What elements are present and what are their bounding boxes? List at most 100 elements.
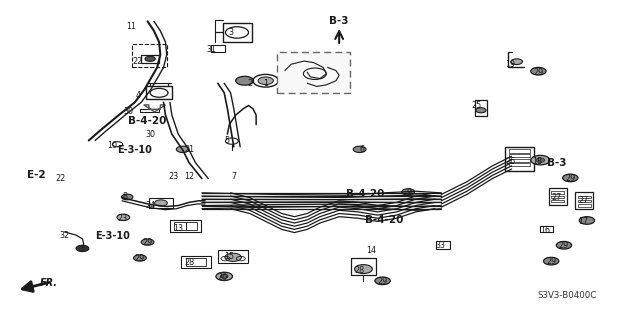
FancyBboxPatch shape (276, 51, 350, 93)
Text: 9: 9 (407, 188, 412, 197)
Text: 31: 31 (207, 45, 216, 55)
Bar (147, 86, 172, 99)
Text: 6: 6 (359, 145, 364, 154)
Text: 24: 24 (146, 201, 156, 210)
Text: 5: 5 (225, 136, 230, 145)
Bar (149, 198, 173, 208)
Text: 33: 33 (435, 241, 445, 250)
Bar (180, 256, 211, 268)
Circle shape (236, 76, 253, 85)
Text: 18: 18 (532, 157, 542, 166)
Text: 10: 10 (108, 141, 118, 150)
Circle shape (220, 274, 228, 278)
Text: 20: 20 (218, 272, 228, 281)
Text: B-4-20: B-4-20 (346, 189, 384, 199)
Bar (436, 241, 451, 249)
Circle shape (531, 155, 550, 165)
Circle shape (134, 255, 147, 261)
Text: 29: 29 (135, 254, 145, 263)
Text: E-2: E-2 (26, 170, 45, 180)
Text: 14: 14 (366, 246, 376, 255)
Bar (186, 258, 206, 266)
Circle shape (579, 217, 595, 224)
Text: B-3: B-3 (330, 16, 349, 26)
Circle shape (145, 56, 156, 61)
Circle shape (176, 146, 189, 152)
Text: 30: 30 (124, 108, 133, 116)
Text: 1: 1 (263, 79, 268, 88)
Circle shape (258, 77, 273, 85)
Text: 22: 22 (133, 56, 143, 65)
Text: S3V3-B0400C: S3V3-B0400C (537, 291, 596, 300)
Text: 27: 27 (578, 196, 588, 205)
Bar (132, 44, 167, 67)
Circle shape (543, 257, 559, 265)
Text: 12: 12 (184, 172, 194, 181)
Circle shape (76, 245, 89, 252)
Text: 2: 2 (247, 79, 252, 88)
Bar (218, 250, 248, 263)
Circle shape (353, 146, 366, 152)
Bar (509, 163, 530, 167)
Text: 22: 22 (55, 174, 65, 183)
Text: 29: 29 (546, 257, 556, 266)
Text: 23: 23 (117, 214, 127, 223)
Text: 25: 25 (471, 101, 481, 110)
Text: 21: 21 (184, 145, 194, 154)
Bar (505, 147, 534, 171)
Bar (141, 55, 159, 63)
Text: 23: 23 (168, 173, 178, 182)
Circle shape (476, 108, 486, 113)
Bar (474, 100, 487, 116)
Bar (170, 220, 200, 232)
Circle shape (122, 194, 133, 200)
Circle shape (141, 239, 154, 245)
Bar (140, 109, 159, 113)
Bar (211, 45, 225, 51)
Text: B-4-20: B-4-20 (129, 116, 167, 126)
Circle shape (216, 272, 232, 280)
Text: 16: 16 (540, 226, 550, 234)
Circle shape (511, 59, 522, 64)
Circle shape (563, 174, 578, 182)
Text: E-3-10: E-3-10 (95, 231, 130, 241)
Bar (186, 222, 197, 230)
Bar (540, 226, 553, 232)
Text: B-4-20: B-4-20 (365, 215, 403, 225)
Polygon shape (144, 105, 166, 112)
Bar (575, 192, 593, 209)
Bar (578, 196, 591, 198)
Bar (509, 149, 530, 152)
Text: 3: 3 (228, 28, 233, 37)
Bar (223, 23, 252, 42)
Text: FR.: FR. (40, 278, 58, 288)
Text: 15: 15 (224, 252, 234, 261)
Circle shape (155, 200, 168, 206)
Bar (578, 204, 591, 206)
Bar (551, 191, 564, 194)
Circle shape (117, 214, 130, 220)
Text: 11: 11 (127, 22, 136, 31)
Text: B-3: B-3 (547, 158, 566, 168)
Circle shape (225, 253, 241, 262)
Text: 29: 29 (559, 241, 569, 250)
Circle shape (402, 189, 415, 195)
Bar (551, 200, 564, 202)
Bar (351, 258, 376, 275)
Text: 29: 29 (533, 68, 543, 77)
Text: 26: 26 (505, 157, 515, 166)
Circle shape (536, 158, 545, 162)
Text: 30: 30 (146, 130, 156, 138)
Text: 8: 8 (123, 191, 128, 201)
Text: 32: 32 (60, 231, 70, 240)
Bar (509, 154, 530, 157)
Text: 28: 28 (355, 266, 365, 275)
Bar (578, 200, 591, 202)
Text: 27: 27 (551, 193, 561, 202)
Bar (551, 196, 564, 198)
Text: 7: 7 (231, 172, 236, 181)
Circle shape (556, 241, 572, 249)
Text: 13: 13 (173, 224, 183, 233)
Text: 29: 29 (378, 277, 388, 286)
Text: E-3-10: E-3-10 (117, 145, 152, 155)
